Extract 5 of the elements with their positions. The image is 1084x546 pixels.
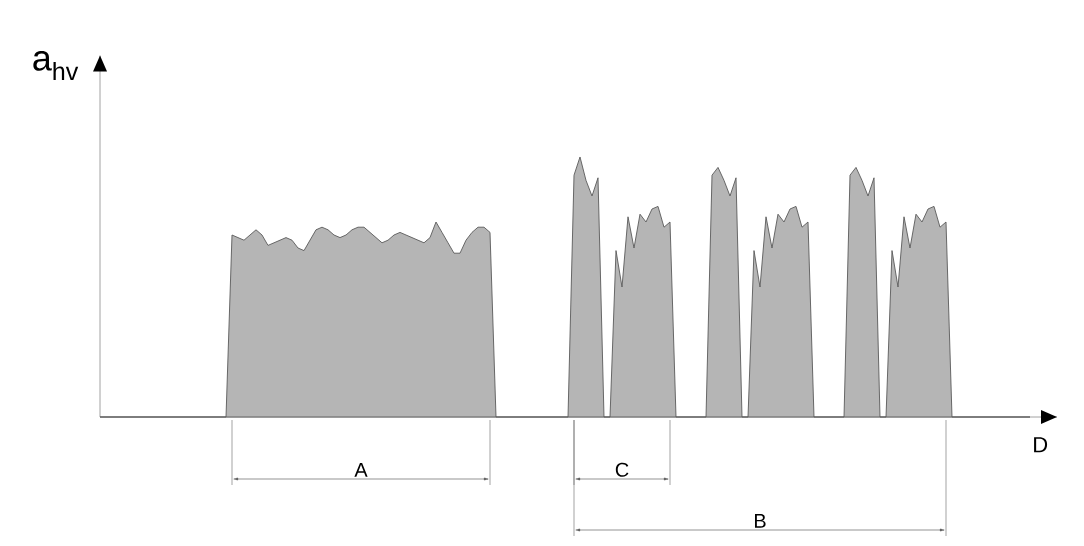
text: A xyxy=(354,463,368,477)
text: C xyxy=(615,462,629,477)
x-axis-title: D xyxy=(1034,437,1048,453)
text: B xyxy=(755,514,766,528)
y-axis-title: a$_{hv}$ xyxy=(33,51,79,81)
